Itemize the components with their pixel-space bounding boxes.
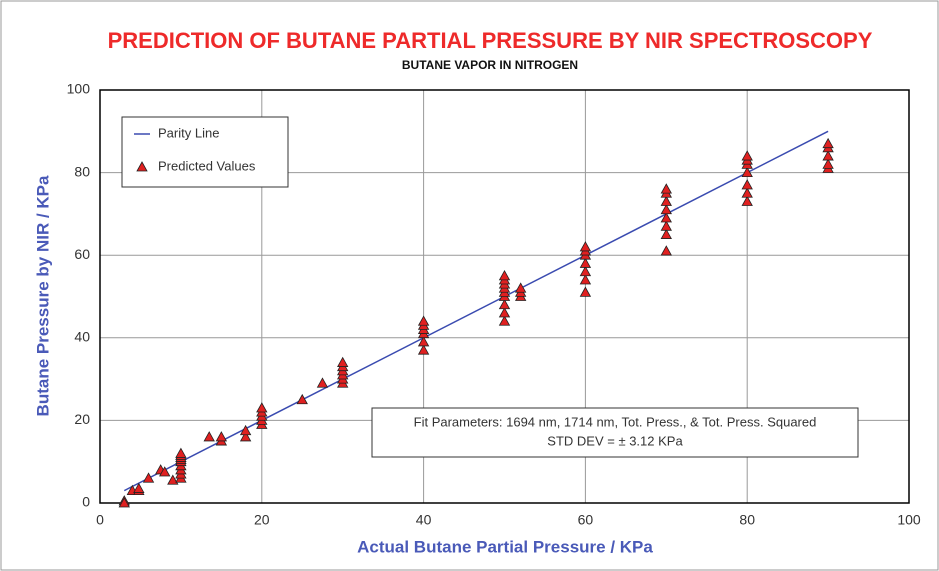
y-tick-label: 40 xyxy=(74,329,90,345)
data-point xyxy=(133,482,145,493)
y-axis-label: Butane Pressure by NIR / KPa xyxy=(33,175,52,416)
data-point xyxy=(579,265,592,277)
x-tick-label: 100 xyxy=(897,512,921,528)
legend-box xyxy=(121,116,289,188)
data-point xyxy=(316,377,329,388)
data-point xyxy=(142,472,155,483)
y-tick-label: 80 xyxy=(74,163,90,179)
data-point xyxy=(256,402,268,413)
data-point xyxy=(498,270,511,281)
data-point xyxy=(239,431,252,442)
x-tick-label: 40 xyxy=(416,512,432,528)
y-tick-label: 60 xyxy=(74,246,90,262)
legend-marker xyxy=(136,161,148,172)
x-tick-label: 20 xyxy=(254,512,270,528)
x-axis-label: Actual Butane Partial Pressure / KPa xyxy=(357,537,653,556)
data-point xyxy=(660,245,672,256)
data-point xyxy=(498,315,511,326)
data-point xyxy=(822,137,834,149)
data-point xyxy=(296,393,308,405)
data-point xyxy=(203,431,215,442)
data-point xyxy=(175,447,187,458)
data-point xyxy=(239,424,252,436)
data-point xyxy=(498,307,511,318)
data-point xyxy=(167,474,179,485)
data-point xyxy=(579,274,592,285)
data-point xyxy=(741,187,753,198)
data-point xyxy=(215,431,228,442)
chart-title: PREDICTION OF BUTANE PARTIAL PRESSURE BY… xyxy=(108,28,873,53)
data-point xyxy=(498,298,511,310)
data-point xyxy=(741,150,753,161)
data-point xyxy=(579,257,592,268)
annotation-box xyxy=(371,407,859,458)
y-tick-label: 20 xyxy=(74,411,90,427)
legend-label: Parity Line xyxy=(158,125,219,140)
x-tick-label: 0 xyxy=(96,512,104,528)
data-point xyxy=(417,344,430,355)
data-point xyxy=(660,203,672,215)
annotation-text: Fit Parameters: 1694 nm, 1714 nm, Tot. P… xyxy=(414,414,817,429)
data-point xyxy=(417,336,430,347)
x-tick-label: 80 xyxy=(739,512,755,528)
data-point xyxy=(515,282,527,293)
y-tick-label: 0 xyxy=(82,494,90,510)
data-point xyxy=(118,497,130,508)
data-point xyxy=(660,228,672,239)
legend-label: Predicted Values xyxy=(158,158,256,173)
data-point xyxy=(159,466,171,477)
data-point xyxy=(822,150,834,161)
data-point xyxy=(579,241,592,252)
x-tick-label: 60 xyxy=(578,512,594,528)
data-point xyxy=(337,356,349,367)
plot-border xyxy=(99,89,910,504)
data-point xyxy=(741,166,753,178)
data-point xyxy=(741,179,753,190)
chart-subtitle: BUTANE VAPOR IN NITROGEN xyxy=(402,58,578,72)
data-point xyxy=(660,212,672,223)
parity-line xyxy=(123,130,829,492)
data-point xyxy=(417,315,430,326)
data-point xyxy=(660,220,672,231)
annotation-text: STD DEV = ± 3.12 KPa xyxy=(547,433,683,448)
data-point xyxy=(579,286,592,297)
data-point xyxy=(822,158,834,169)
data-point xyxy=(741,195,753,206)
y-tick-label: 100 xyxy=(67,81,91,97)
data-point xyxy=(660,183,672,194)
data-point xyxy=(660,195,672,206)
